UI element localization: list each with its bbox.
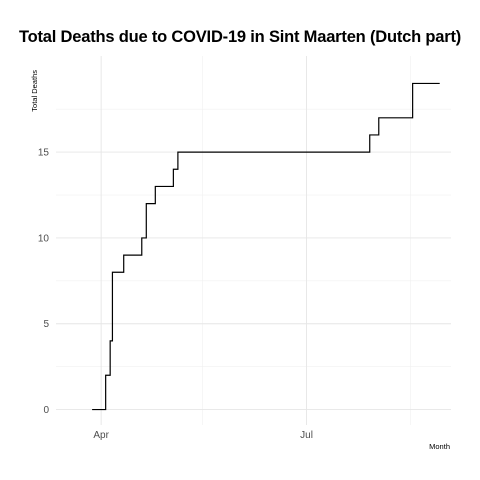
minor-gridlines xyxy=(56,56,451,425)
series-line xyxy=(92,82,440,411)
y-axis-label: Total Deaths xyxy=(30,70,39,112)
x-tick-label: Jul xyxy=(300,430,313,441)
x-axis-label: Month xyxy=(429,442,450,451)
y-tick-label: 5 xyxy=(43,319,49,330)
y-tick-label: 10 xyxy=(38,233,50,244)
x-tick-label: Apr xyxy=(93,430,109,441)
major-gridlines xyxy=(56,56,451,425)
y-tick-label: 15 xyxy=(38,148,50,159)
tick-labels: 0 5 10 15 Apr Jul xyxy=(38,148,313,441)
series-layer xyxy=(92,82,440,411)
chart-title: Total Deaths due to COVID-19 in Sint Maa… xyxy=(18,28,462,46)
y-tick-label: 0 xyxy=(43,405,49,416)
